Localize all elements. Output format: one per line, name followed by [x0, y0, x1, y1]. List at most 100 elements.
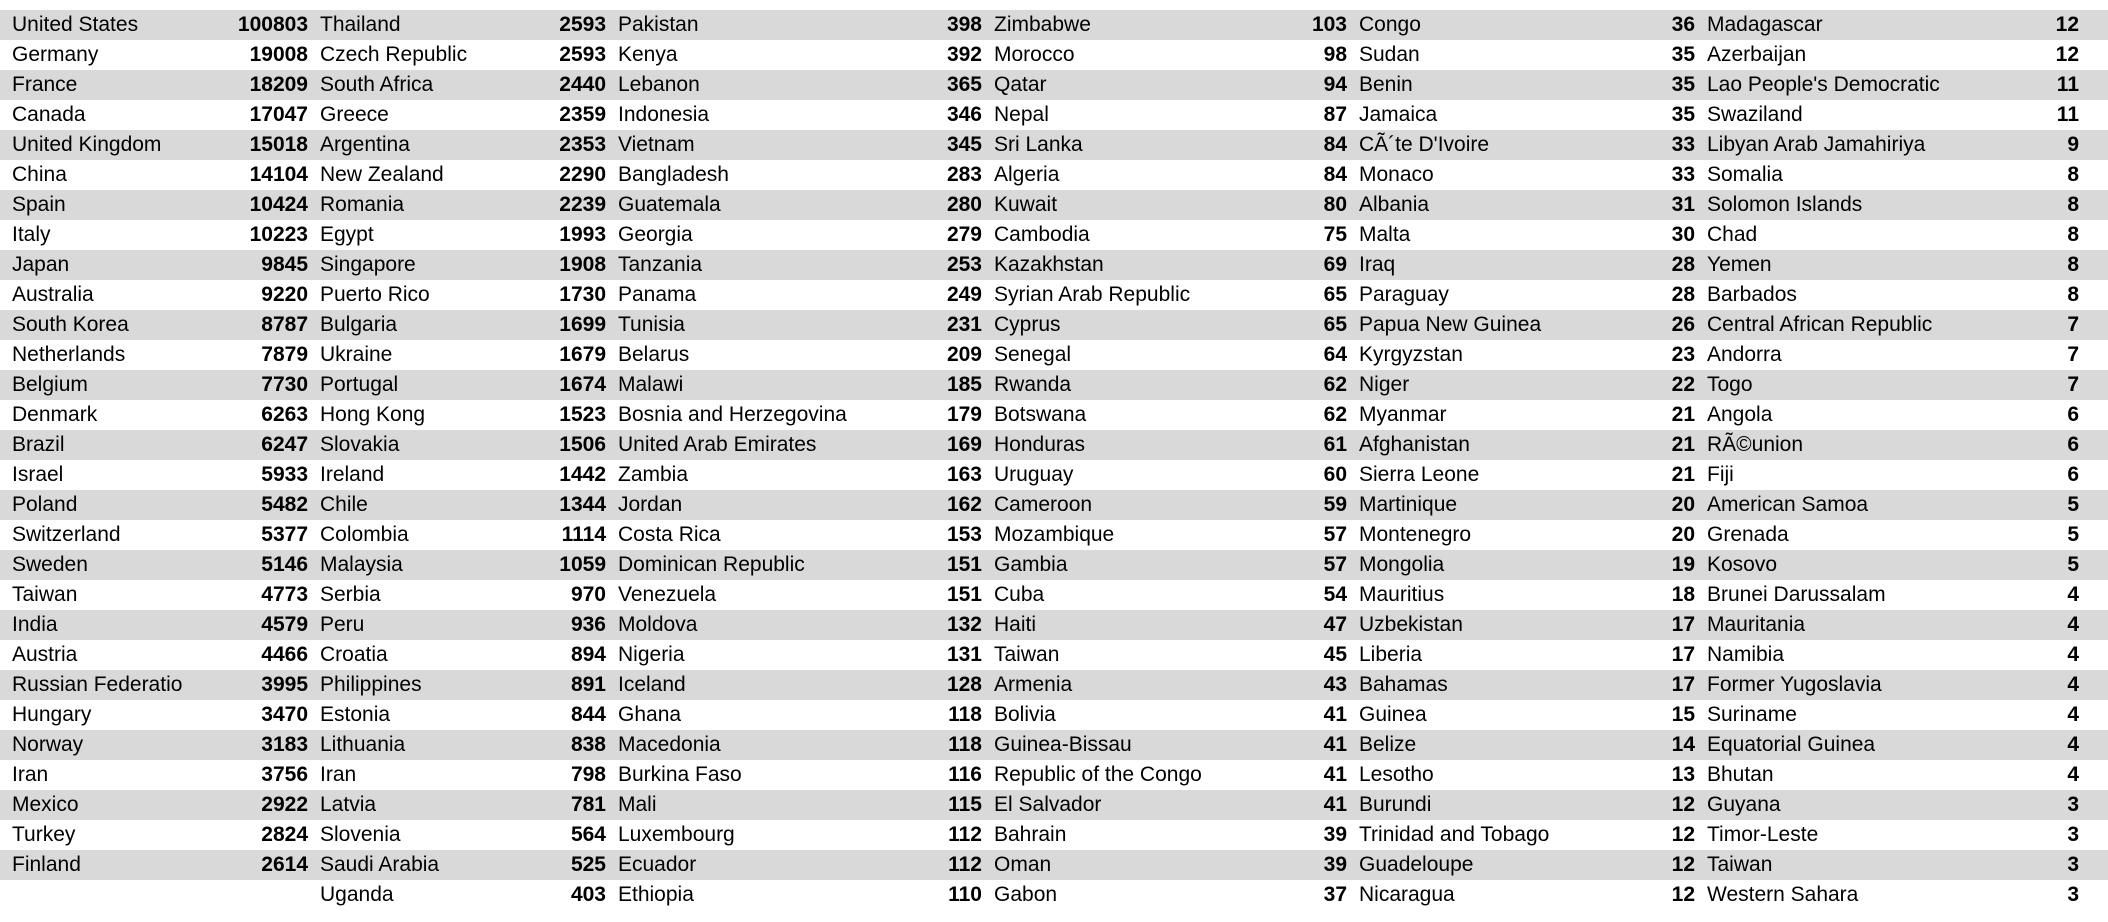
- count-value-cell: 4: [2067, 613, 2079, 636]
- country-name-cell: Grenada: [1707, 523, 1789, 546]
- country-name-cell: Germany: [12, 43, 99, 66]
- country-name-cell: Guyana: [1707, 793, 1781, 816]
- count-value-cell: 37: [1323, 883, 1347, 906]
- country-name-cell: Estonia: [320, 703, 391, 726]
- country-name-cell: Kazakhstan: [994, 253, 1104, 276]
- count-value-cell: 169: [946, 433, 982, 456]
- country-name-cell: Togo: [1707, 373, 1753, 396]
- count-value-cell: 8: [2067, 283, 2079, 306]
- country-name-cell: Ecuador: [618, 853, 697, 876]
- country-name-cell: Oman: [994, 853, 1052, 876]
- count-value-cell: 5: [2067, 493, 2079, 516]
- country-name-cell: Senegal: [994, 343, 1072, 366]
- country-name-cell: Bosnia and Herzegovina: [618, 403, 847, 426]
- count-value-cell: 65: [1323, 313, 1347, 336]
- count-value-cell: 1699: [559, 313, 606, 336]
- country-name-cell: Israel: [12, 463, 64, 486]
- count-value-cell: 132: [946, 613, 982, 636]
- country-name-cell: Rwanda: [994, 373, 1072, 396]
- country-name-cell: Canada: [12, 103, 86, 126]
- count-value-cell: 61: [1323, 433, 1347, 456]
- country-name-cell: Latvia: [320, 793, 377, 816]
- count-value-cell: 116: [948, 763, 982, 786]
- country-name-cell: Zambia: [618, 463, 689, 486]
- country-name-cell: Iraq: [1359, 253, 1396, 276]
- count-value-cell: 103: [1311, 13, 1347, 36]
- country-name-cell: Belarus: [618, 343, 690, 366]
- count-value-cell: 6263: [261, 403, 308, 426]
- count-value-cell: 1674: [559, 373, 606, 396]
- country-name-cell: CÃ´te D'Ivoire: [1359, 133, 1490, 156]
- count-value-cell: 22: [1671, 373, 1695, 396]
- country-name-cell: Guinea: [1359, 703, 1427, 726]
- count-value-cell: 2593: [559, 13, 606, 36]
- country-name-cell: Brunei Darussalam: [1707, 583, 1886, 606]
- count-value-cell: 365: [946, 73, 982, 96]
- country-name-cell: Malaysia: [320, 553, 403, 576]
- country-name-cell: Hong Kong: [320, 403, 426, 426]
- count-value-cell: 17: [1671, 613, 1695, 636]
- country-name-cell: Taiwan: [1707, 853, 1773, 876]
- count-value-cell: 392: [946, 43, 982, 66]
- country-name-cell: Nicaragua: [1359, 883, 1455, 906]
- country-name-cell: Former Yugoslavia: [1707, 673, 1882, 696]
- country-name-cell: Lithuania: [320, 733, 406, 756]
- count-value-cell: 838: [570, 733, 606, 756]
- table-row: Taiwan 4773 Serbia 970 Venezuela 151 Cuba 54 Mau…: [0, 580, 2108, 610]
- country-name-cell: Belgium: [12, 373, 88, 396]
- count-value-cell: 69: [1323, 253, 1347, 276]
- country-name-cell: Taiwan: [12, 583, 78, 606]
- count-value-cell: 8: [2067, 223, 2079, 246]
- table-row: Poland 5482 Chile 1344 Jordan 162 Cameroon 59 Ma…: [0, 490, 2108, 520]
- country-name-cell: Botswana: [994, 403, 1087, 426]
- table-row: Israel 5933 Ireland 1442 Zambia 163 Uruguay 60 S…: [0, 460, 2108, 490]
- count-value-cell: 14: [1671, 733, 1695, 756]
- count-value-cell: 18: [1671, 583, 1695, 606]
- count-value-cell: 4: [2067, 643, 2079, 666]
- count-value-cell: 80: [1323, 193, 1347, 216]
- count-value-cell: 65: [1323, 283, 1347, 306]
- country-name-cell: Timor-Leste: [1707, 823, 1819, 846]
- count-value-cell: 20: [1671, 493, 1695, 516]
- count-value-cell: 11: [2056, 103, 2079, 126]
- country-name-cell: Colombia: [320, 523, 409, 546]
- country-name-cell: Sierra Leone: [1359, 463, 1480, 486]
- count-value-cell: 3: [2067, 793, 2079, 816]
- country-name-cell: Uruguay: [994, 463, 1074, 486]
- country-name-cell: Peru: [320, 613, 365, 636]
- country-name-cell: Guinea-Bissau: [994, 733, 1132, 756]
- country-name-cell: Luxembourg: [618, 823, 735, 846]
- count-value-cell: 54: [1323, 583, 1347, 606]
- country-name-cell: Mexico: [12, 793, 79, 816]
- count-value-cell: 249: [946, 283, 982, 306]
- table-row: Japan 9845 Singapore 1908 Tanzania 253 Kazakhs…: [0, 250, 2108, 280]
- count-value-cell: 179: [946, 403, 982, 426]
- count-value-cell: 118: [948, 733, 982, 756]
- country-name-cell: Ukraine: [320, 343, 393, 366]
- count-value-cell: 100803: [237, 13, 308, 36]
- country-name-cell: Paraguay: [1359, 283, 1449, 306]
- country-name-cell: Mozambique: [994, 523, 1115, 546]
- country-name-cell: Bulgaria: [320, 313, 398, 336]
- country-name-cell: Trinidad and Tobago: [1359, 823, 1550, 846]
- country-name-cell: Argentina: [320, 133, 410, 156]
- country-name-cell: Monaco: [1359, 163, 1434, 186]
- country-name-cell: Western Sahara: [1707, 883, 1859, 906]
- count-value-cell: 5146: [261, 553, 308, 576]
- country-name-cell: South Africa: [320, 73, 434, 96]
- count-value-cell: 162: [946, 493, 982, 516]
- country-name-cell: Nigeria: [618, 643, 685, 666]
- country-name-cell: Andorra: [1707, 343, 1782, 366]
- count-value-cell: 8: [2067, 193, 2079, 216]
- count-value-cell: 28: [1671, 253, 1695, 276]
- count-value-cell: 131: [946, 643, 982, 666]
- country-name-cell: Central African Republic: [1707, 313, 1933, 336]
- country-name-cell: Uganda: [320, 883, 394, 906]
- country-name-cell: Equatorial Guinea: [1707, 733, 1876, 756]
- country-name-cell: Panama: [618, 283, 697, 306]
- country-name-cell: Sweden: [12, 553, 88, 576]
- country-name-cell: Uzbekistan: [1359, 613, 1463, 636]
- country-name-cell: Bahamas: [1359, 673, 1448, 696]
- count-value-cell: 118: [948, 703, 982, 726]
- country-name-cell: Solomon Islands: [1707, 193, 1863, 216]
